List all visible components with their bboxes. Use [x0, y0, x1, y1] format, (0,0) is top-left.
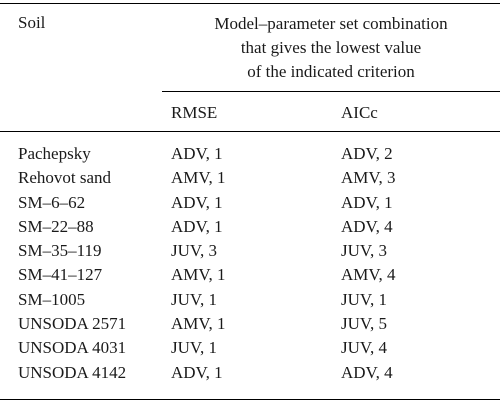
- aicc-cell: JUV, 3: [341, 241, 387, 261]
- soil-cell: Pachepsky: [18, 144, 91, 163]
- rmse-cell: JUV, 1: [171, 338, 217, 358]
- rmse-cell: ADV, 1: [171, 192, 223, 212]
- table-row: Pachepsky ADV, 1 ADV, 2: [0, 143, 500, 167]
- table-row: SM–6–62 ADV, 1 ADV, 1: [0, 192, 500, 216]
- group-header: Model–parameter set combination that giv…: [162, 12, 500, 84]
- rmse-cell: ADV, 1: [171, 362, 223, 382]
- group-header-rule: [162, 91, 500, 92]
- rmse-cell: AMV, 1: [171, 314, 226, 334]
- rmse-cell: AMV, 1: [171, 265, 226, 285]
- table-row: UNSODA 4142 ADV, 1 ADV, 4: [0, 362, 500, 386]
- soil-cell: SM–35–119: [18, 241, 102, 261]
- table-row: SM–35–119 JUV, 3 JUV, 3: [0, 240, 500, 264]
- group-header-line: that gives the lowest value: [240, 38, 422, 57]
- soil-cell: UNSODA 2571: [18, 314, 127, 334]
- table-body: Pachepsky ADV, 1 ADV, 2 Rehovot sand AMV, 1 A…: [0, 143, 500, 386]
- aicc-cell: ADV, 4: [341, 216, 393, 236]
- table-row: Rehovot sand AMV, 1 AMV, 3: [0, 167, 500, 191]
- table-row: UNSODA 2571 AMV, 1 JUV, 5: [0, 313, 500, 337]
- aicc-cell: AMV, 4: [341, 265, 396, 285]
- header-bottom-rule: [0, 131, 500, 132]
- aicc-cell: AMV, 3: [341, 168, 396, 188]
- soil-cell: Rehovot sand: [18, 168, 112, 188]
- aicc-cell: JUV, 1: [341, 289, 387, 309]
- soil-cell: SM–6–62: [18, 192, 86, 212]
- soil-cell: UNSODA 4031: [18, 338, 127, 358]
- table-row: UNSODA 4031 JUV, 1 JUV, 4: [0, 337, 500, 361]
- table-row: SM–1005 JUV, 1 JUV, 1: [0, 289, 500, 313]
- aicc-cell: JUV, 4: [341, 338, 387, 358]
- header-rmse: RMSE: [171, 103, 218, 122]
- group-header-line: of the indicated criterion: [247, 62, 415, 81]
- soil-cell: SM–22–88: [18, 216, 94, 236]
- aicc-cell: JUV, 5: [341, 314, 387, 334]
- rmse-cell: ADV, 1: [171, 144, 223, 163]
- soil-cell: SM–1005: [18, 289, 86, 309]
- rmse-cell: AMV, 1: [171, 168, 226, 188]
- soil-cell: SM–41–127: [18, 265, 103, 285]
- table-row: SM–22–88 ADV, 1 ADV, 4: [0, 216, 500, 240]
- rmse-cell: JUV, 3: [171, 241, 217, 261]
- aicc-cell: ADV, 1: [341, 192, 393, 212]
- soil-cell: UNSODA 4142: [18, 362, 127, 382]
- table-top-rule: [0, 3, 500, 4]
- rmse-cell: JUV, 1: [171, 289, 217, 309]
- header-aicc: AICc: [341, 103, 378, 122]
- group-header-line: Model–parameter set combination: [214, 14, 448, 33]
- aicc-cell: ADV, 2: [341, 144, 393, 163]
- aicc-cell: ADV, 4: [341, 362, 393, 382]
- table-bottom-rule: [0, 399, 500, 400]
- rmse-cell: ADV, 1: [171, 216, 223, 236]
- table-row: SM–41–127 AMV, 1 AMV, 4: [0, 264, 500, 288]
- header-soil: Soil: [18, 13, 46, 32]
